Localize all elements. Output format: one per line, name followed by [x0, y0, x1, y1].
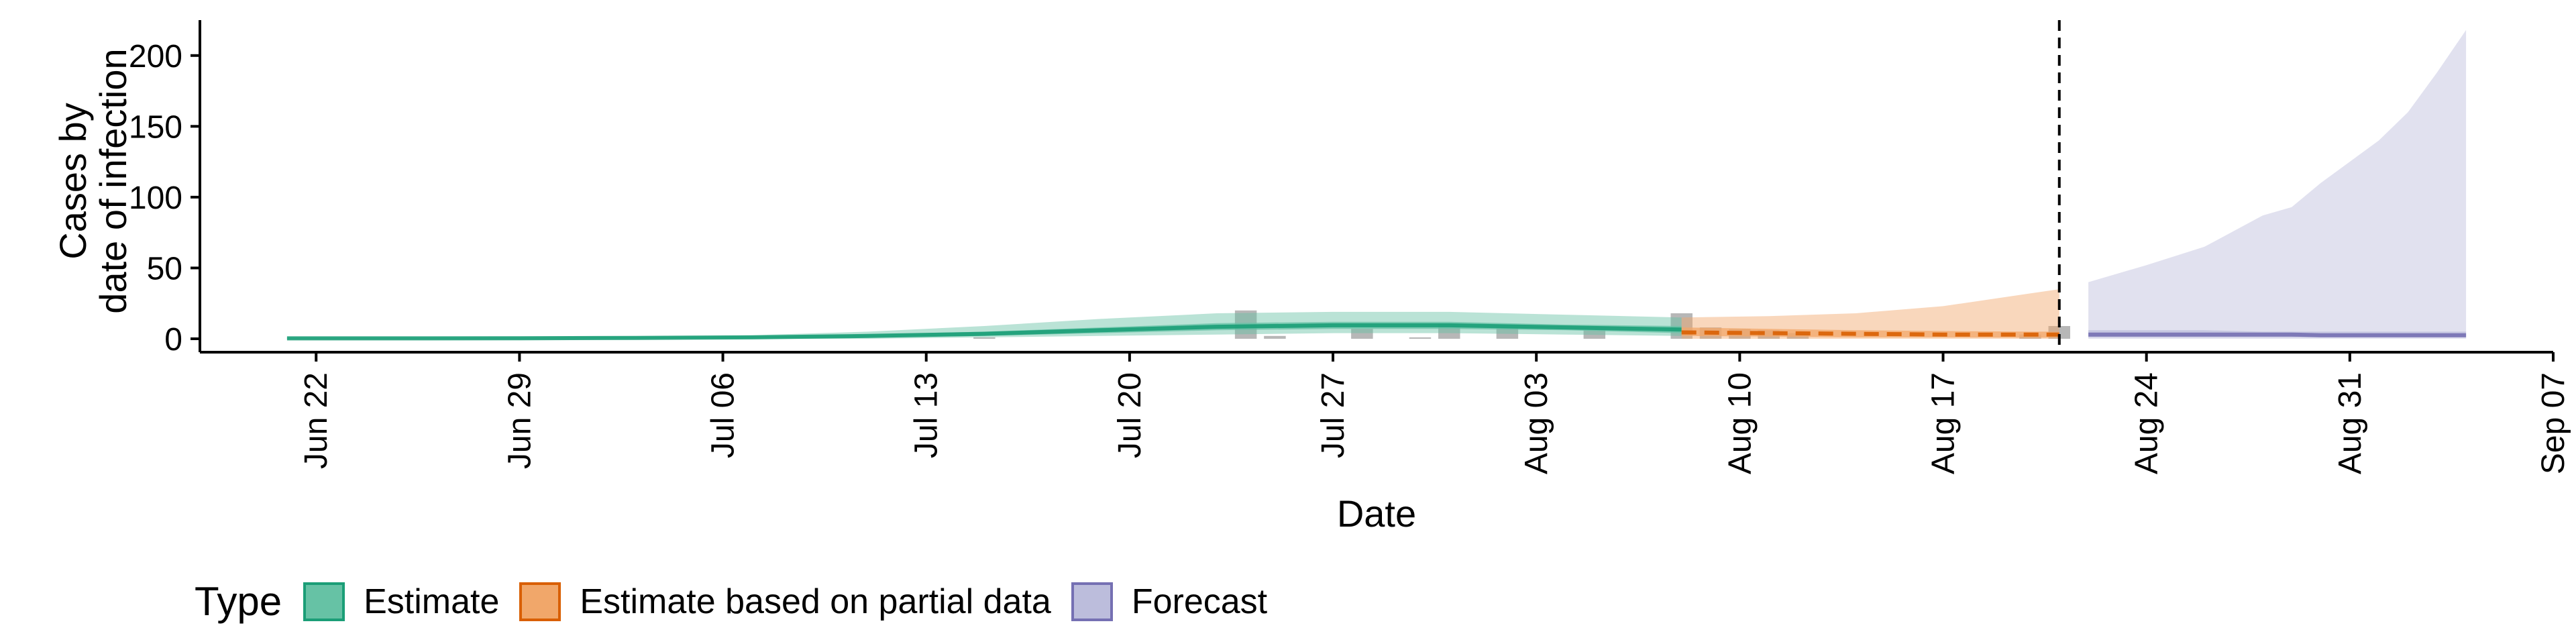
x-tick-label: Aug 24	[2129, 372, 2165, 474]
legend-label-forecast: Forecast	[1131, 582, 1268, 621]
x-axis-title: Date	[1337, 492, 1416, 535]
x-tick-label: Aug 03	[1519, 372, 1554, 474]
legend-swatch-partial-estimate	[519, 582, 561, 621]
axes-layer: 0 50 100 150 200 Jun 22 Jun 29 Jul 06 Jul 13 Jul …	[52, 20, 2571, 535]
legend-item-forecast: Forecast	[1071, 582, 1267, 622]
reported-case-bar	[1409, 337, 1432, 339]
y-tick-label: 50	[147, 251, 182, 286]
legend-label-estimate: Estimate	[364, 582, 500, 621]
reported-case-bar	[1264, 335, 1286, 339]
reported-case-bar	[1583, 330, 1606, 339]
x-tick-label: Aug 31	[2332, 372, 2368, 474]
x-tick-label: Jul 20	[1112, 372, 1148, 458]
legend-item-partial-estimate: Estimate based on partial data	[519, 582, 1051, 622]
x-tick-label: Aug 17	[1926, 372, 1962, 474]
estimate-outer-band	[286, 311, 1682, 339]
x-tick-label: Aug 10	[1722, 372, 1758, 474]
legend-swatch-estimate	[303, 582, 345, 621]
y-tick-label: 0	[164, 322, 182, 358]
reported-case-bar	[1496, 327, 1519, 339]
reported-case-bar	[1351, 329, 1373, 339]
forecast-outer-band	[2088, 30, 2467, 339]
x-tick-label: Sep 07	[2536, 372, 2571, 474]
y-tick-label: 150	[129, 109, 182, 145]
legend-item-estimate: Estimate	[303, 582, 499, 622]
legend-swatch-forecast	[1071, 582, 1113, 621]
x-tick-label: Jul 06	[706, 372, 741, 458]
x-tick-label: Jul 13	[909, 372, 945, 458]
y-tick-label: 100	[129, 180, 182, 216]
legend: Type Estimate Estimate based on partial …	[195, 578, 1287, 625]
legend-label-partial-estimate: Estimate based on partial data	[580, 582, 1051, 621]
series-layer	[286, 30, 2467, 341]
y-axis-title-line: date of infection	[92, 48, 134, 313]
x-tick-label: Jun 22	[299, 372, 334, 469]
partial-estimate-outer-band	[1681, 289, 2059, 339]
y-axis-title: Cases bydate of infection	[52, 48, 134, 313]
x-tick-label: Jul 27	[1316, 372, 1351, 458]
partial-estimate-median-line	[1681, 330, 2059, 337]
x-tick-label: Jun 29	[502, 372, 537, 469]
estimate-median-line	[286, 323, 1682, 341]
y-tick-label: 200	[129, 39, 182, 74]
reported-case-bar	[973, 337, 996, 339]
y-axis-title-line: Cases by	[52, 103, 94, 259]
legend-title: Type	[195, 579, 282, 624]
